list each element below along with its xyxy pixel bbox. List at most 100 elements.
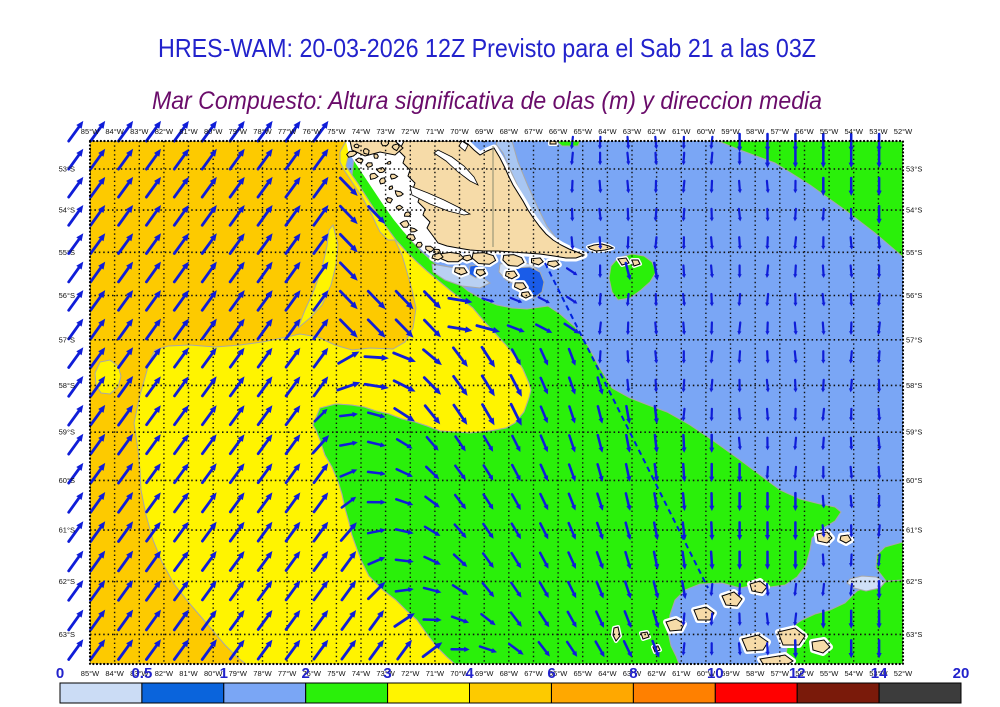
svg-text:75°W: 75°W [327,669,346,678]
svg-text:65°W: 65°W [573,127,592,136]
svg-text:61°W: 61°W [672,669,691,678]
svg-text:3: 3 [383,665,391,682]
svg-text:64°W: 64°W [598,669,617,678]
svg-text:12: 12 [789,665,806,682]
svg-text:75°W: 75°W [327,127,346,136]
svg-text:72°W: 72°W [401,669,420,678]
svg-text:4: 4 [465,665,474,682]
svg-text:53°S: 53°S [59,165,75,174]
svg-text:52°W: 52°W [894,127,913,136]
svg-text:69°W: 69°W [475,127,494,136]
svg-text:76°W: 76°W [302,669,321,678]
svg-text:54°S: 54°S [906,206,922,215]
svg-text:65°W: 65°W [573,669,592,678]
svg-text:62°S: 62°S [906,577,922,586]
svg-text:Mar Compuesto: Altura signific: Mar Compuesto: Altura significativa de o… [152,87,822,115]
svg-text:0.5: 0.5 [131,665,152,682]
svg-text:53°W: 53°W [869,127,888,136]
svg-text:83°W: 83°W [130,127,149,136]
svg-text:2: 2 [302,665,310,682]
svg-text:84°W: 84°W [105,127,124,136]
svg-text:59°W: 59°W [721,127,740,136]
svg-text:63°W: 63°W [623,127,642,136]
svg-text:59°W: 59°W [721,669,740,678]
svg-text:70°W: 70°W [450,127,469,136]
svg-text:52°W: 52°W [894,669,913,678]
svg-text:82°W: 82°W [155,127,174,136]
svg-text:77°W: 77°W [278,669,297,678]
svg-text:67°W: 67°W [524,669,543,678]
svg-text:1: 1 [220,665,228,682]
svg-text:81°W: 81°W [179,127,198,136]
svg-text:54°W: 54°W [844,127,863,136]
svg-text:73°W: 73°W [376,669,395,678]
svg-text:56°W: 56°W [795,669,814,678]
svg-text:62°W: 62°W [647,669,666,678]
svg-text:80°W: 80°W [204,669,223,678]
svg-text:63°S: 63°S [59,630,75,639]
svg-text:74°W: 74°W [352,127,371,136]
svg-text:63°W: 63°W [623,669,642,678]
svg-text:82°W: 82°W [155,669,174,678]
svg-text:55°W: 55°W [820,127,839,136]
svg-text:57°W: 57°W [771,127,790,136]
svg-text:68°W: 68°W [500,127,519,136]
svg-text:59°S: 59°S [59,428,75,437]
svg-text:85°W: 85°W [81,669,100,678]
svg-text:53°S: 53°S [906,165,922,174]
svg-text:79°W: 79°W [229,669,248,678]
svg-text:57°W: 57°W [771,669,790,678]
svg-text:76°W: 76°W [302,127,321,136]
svg-text:78°W: 78°W [253,127,272,136]
svg-text:54°W: 54°W [844,669,863,678]
svg-text:10: 10 [707,665,724,682]
svg-text:55°S: 55°S [906,248,922,257]
svg-text:66°W: 66°W [549,669,568,678]
svg-text:64°W: 64°W [598,127,617,136]
svg-text:69°W: 69°W [475,669,494,678]
svg-text:61°W: 61°W [672,127,691,136]
svg-text:0: 0 [56,665,64,682]
svg-text:83°W: 83°W [130,669,149,678]
svg-text:14: 14 [871,665,888,682]
svg-text:57°S: 57°S [59,335,75,344]
svg-text:58°S: 58°S [906,381,922,390]
svg-text:62°W: 62°W [647,127,666,136]
svg-text:85°W: 85°W [81,127,100,136]
svg-text:58°S: 58°S [59,381,75,390]
svg-text:58°W: 58°W [746,669,765,678]
svg-text:60°W: 60°W [697,127,716,136]
svg-text:59°S: 59°S [906,428,922,437]
svg-text:70°W: 70°W [450,669,469,678]
svg-text:56°W: 56°W [795,127,814,136]
svg-text:78°W: 78°W [253,669,272,678]
svg-text:80°W: 80°W [204,127,223,136]
svg-text:55°S: 55°S [59,248,75,257]
svg-text:71°W: 71°W [426,127,445,136]
svg-text:57°S: 57°S [906,335,922,344]
svg-text:79°W: 79°W [229,127,248,136]
svg-text:53°W: 53°W [869,669,888,678]
svg-text:55°W: 55°W [820,669,839,678]
svg-text:67°W: 67°W [524,127,543,136]
svg-text:HRES-WAM: 20-03-2026 12Z Previ: HRES-WAM: 20-03-2026 12Z Previsto para e… [158,33,816,63]
svg-text:73°W: 73°W [376,127,395,136]
svg-text:72°W: 72°W [401,127,420,136]
svg-text:8: 8 [629,665,637,682]
svg-text:62°S: 62°S [59,577,75,586]
svg-text:84°W: 84°W [105,669,124,678]
svg-text:60°S: 60°S [906,476,922,485]
svg-text:74°W: 74°W [352,669,371,678]
svg-text:68°W: 68°W [500,669,519,678]
svg-text:71°W: 71°W [426,669,445,678]
svg-text:66°W: 66°W [549,127,568,136]
svg-text:56°S: 56°S [906,291,922,300]
svg-text:77°W: 77°W [278,127,297,136]
svg-text:58°W: 58°W [746,127,765,136]
svg-text:54°S: 54°S [59,206,75,215]
svg-text:60°S: 60°S [59,476,75,485]
svg-text:81°W: 81°W [179,669,198,678]
svg-text:61°S: 61°S [906,526,922,535]
svg-text:60°W: 60°W [697,669,716,678]
svg-text:20: 20 [953,665,970,682]
